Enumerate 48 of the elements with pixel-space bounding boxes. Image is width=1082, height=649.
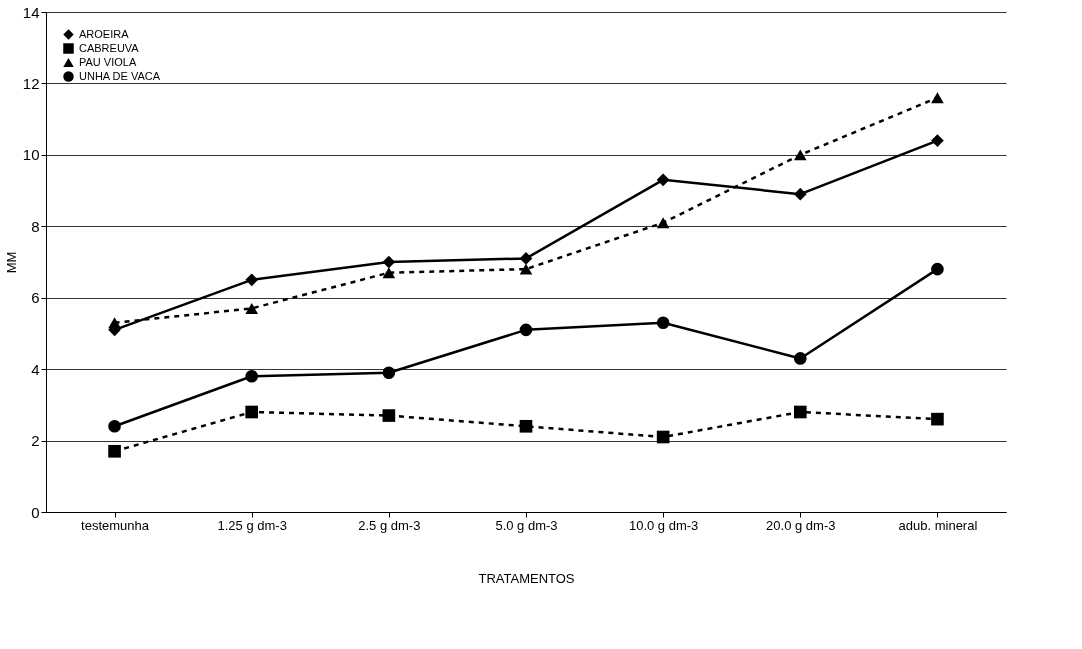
point [108,444,121,458]
point [245,369,259,383]
point [519,419,533,433]
point [931,134,944,147]
point [793,352,807,365]
point [519,263,533,275]
point [656,430,670,444]
point [793,405,807,419]
point [656,173,670,187]
point [793,187,807,201]
x-axis-title: TRATAMENTOS [478,570,575,586]
point [245,302,259,314]
x-tick-label: 5.0 g dm-3 [495,517,558,533]
y-axis-title: MM [3,251,19,274]
point [245,405,259,419]
x-tick-label: testemunha [81,517,150,533]
point [931,262,944,276]
y-tick-label: 12 [22,74,40,92]
x-tick-label: 1.25 g dm-3 [217,517,287,533]
x-tick-label: 20.0 g dm-3 [766,517,836,533]
legend-label: PAU VIOLA [79,55,137,68]
legend-label: CABREUVA [79,41,140,54]
x-tick-label: adub. mineral [898,517,978,533]
point [793,149,807,161]
y-tick-label: 0 [31,503,40,521]
point [931,92,944,104]
point [382,366,396,380]
y-tick-label: 2 [31,432,40,450]
point [519,252,533,265]
point [382,409,396,422]
y-tick-label: 14 [22,3,40,21]
point [382,267,396,279]
legend-label: UNHA DE VACA [79,69,161,82]
point [382,255,396,269]
y-tick-label: 4 [31,360,40,378]
x-tick-label: 10.0 g dm-3 [628,517,699,533]
point [656,316,670,330]
point [108,317,121,329]
y-tick-label: 8 [31,217,40,235]
point [245,273,259,287]
point [656,217,670,229]
point [519,323,533,337]
point [931,412,944,426]
y-tick-label: 10 [22,146,40,164]
y-tick-label: 6 [31,289,40,307]
legend-label: AROEIRA [79,27,130,40]
point [108,419,121,433]
x-tick-label: 2.5 g dm-3 [358,517,421,533]
